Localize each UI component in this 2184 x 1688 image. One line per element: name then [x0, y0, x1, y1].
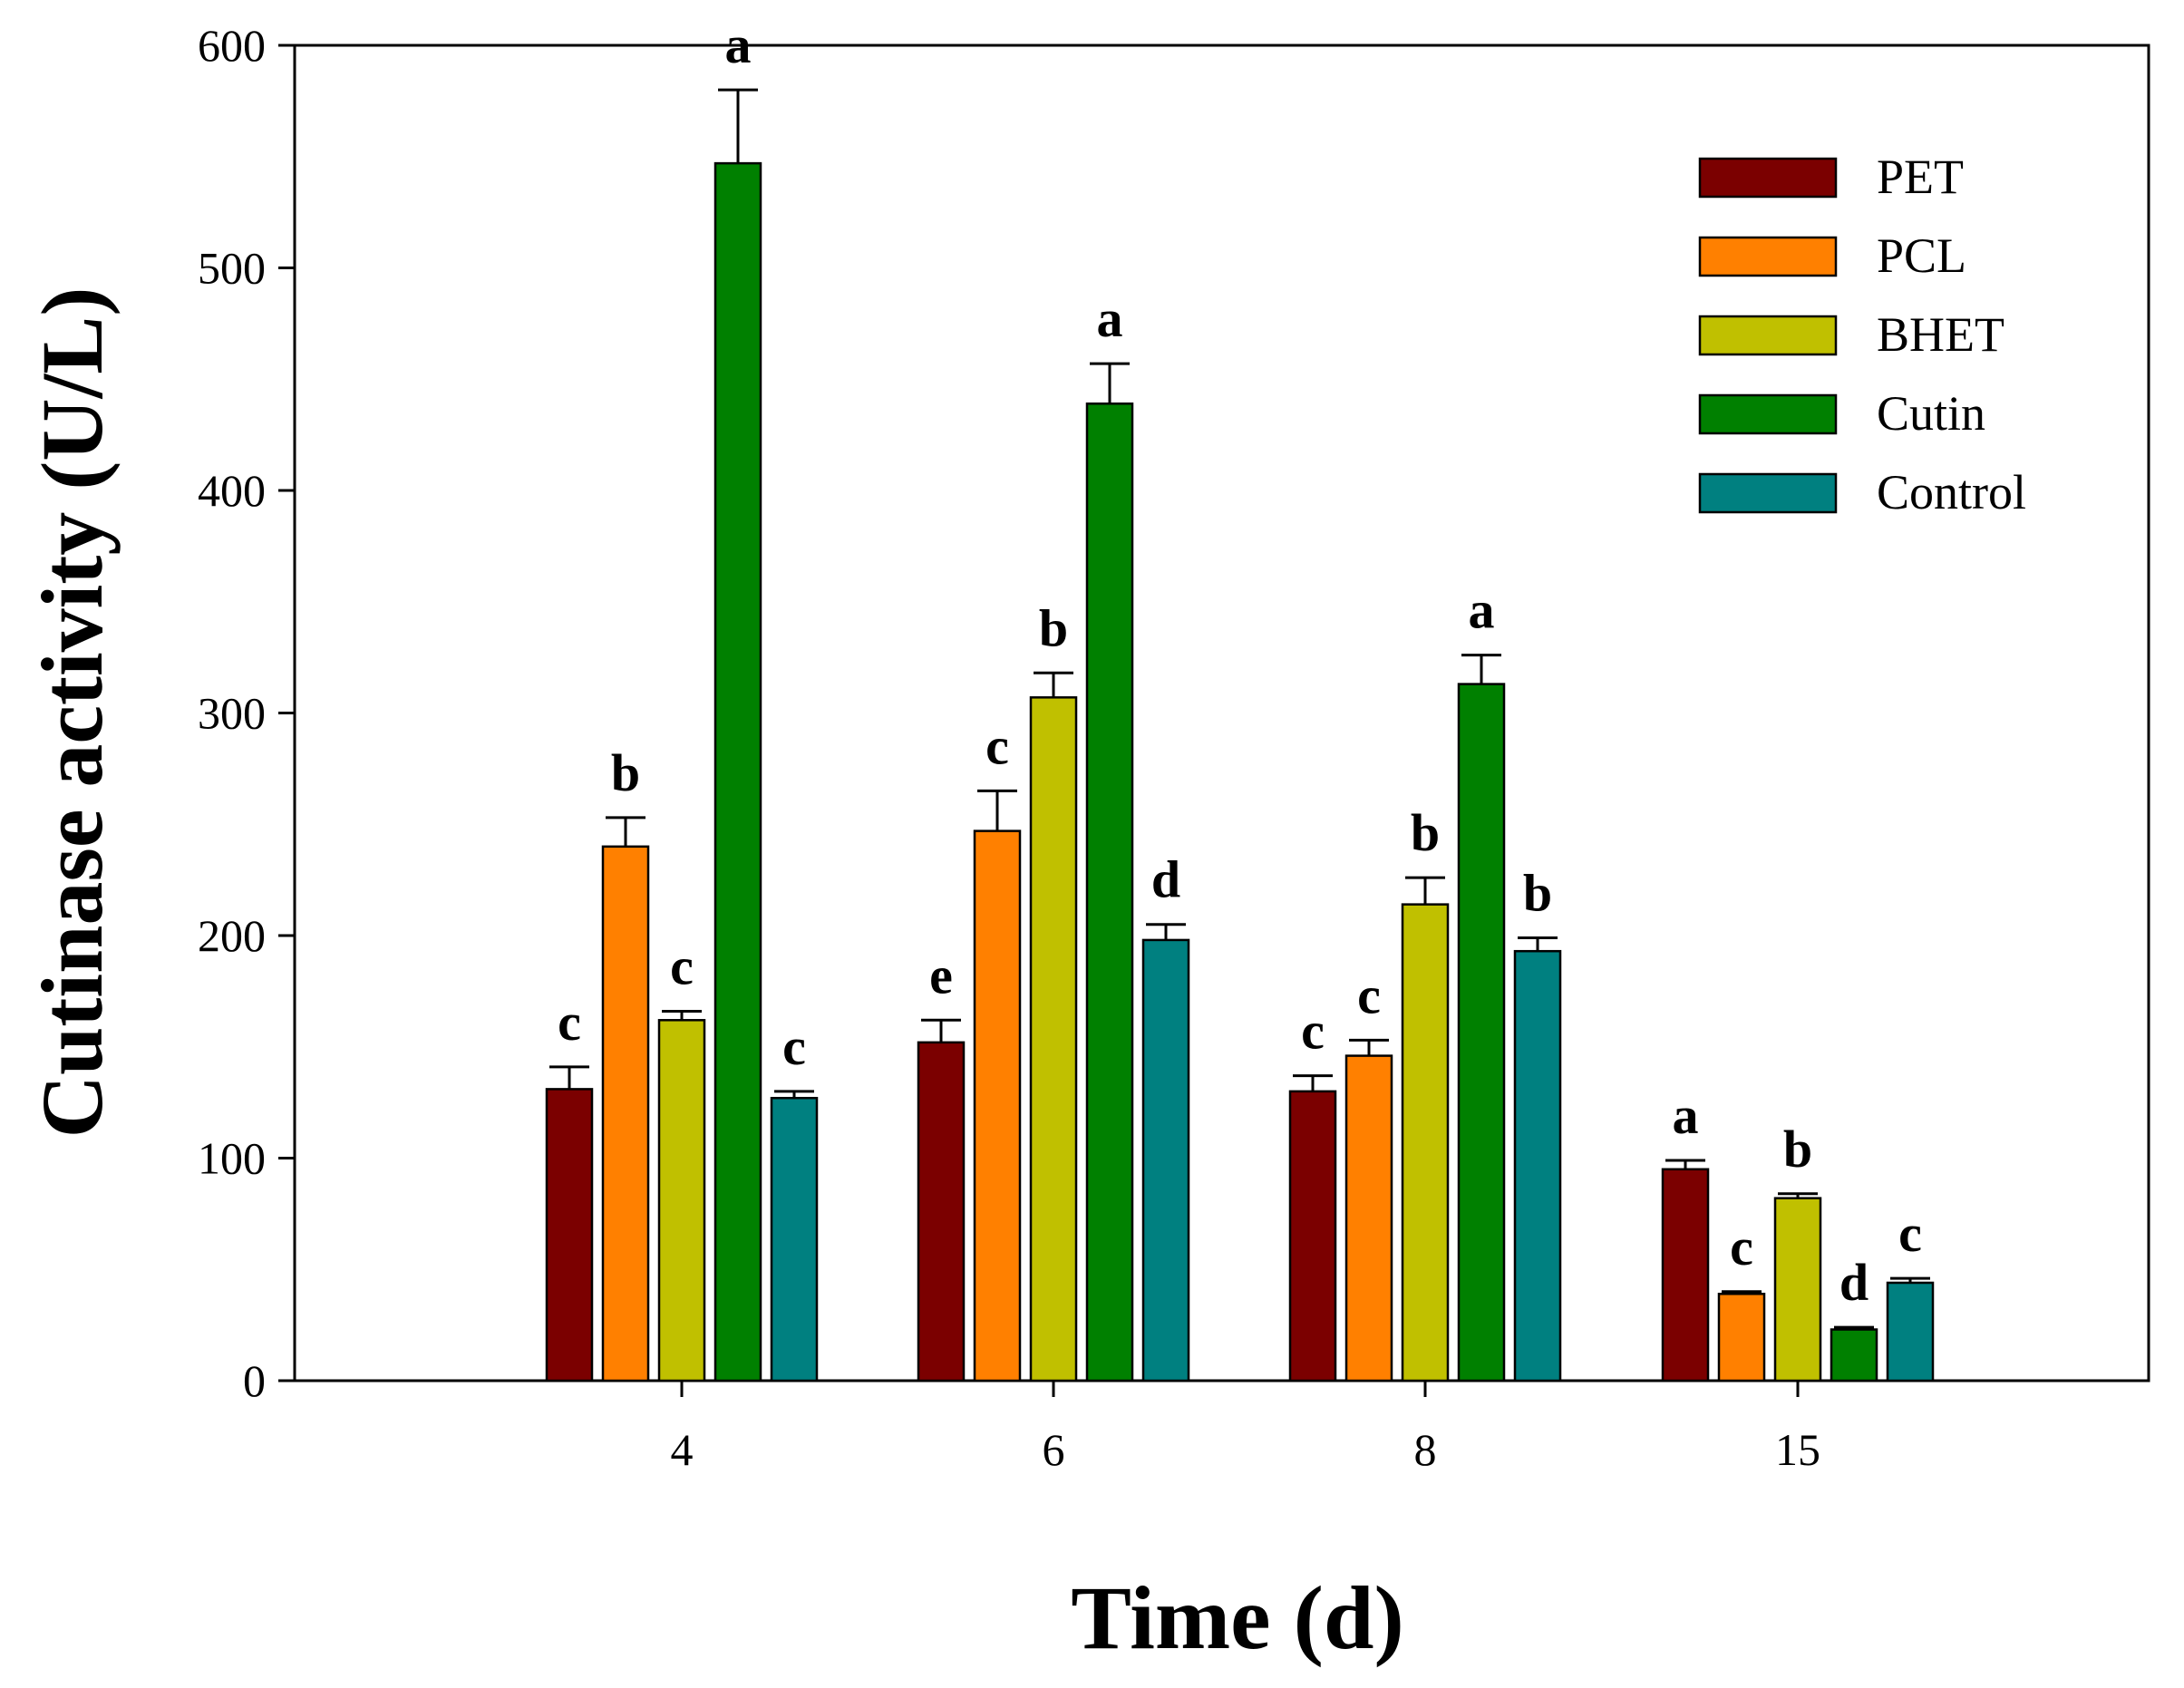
bar [1029, 696, 1078, 1382]
bar [545, 1088, 594, 1382]
bar [1717, 1293, 1766, 1382]
significance-label: b [1523, 863, 1552, 922]
x-tick-label: 15 [1775, 1424, 1820, 1475]
y-tick-label: 300 [198, 688, 266, 739]
bar [1457, 683, 1506, 1382]
series-control: cd bc [770, 850, 1935, 1382]
significance-label: a [1673, 1086, 1699, 1145]
legend-swatch [1698, 315, 1838, 356]
legend-label: PET [1877, 150, 1964, 204]
bar [1773, 1197, 1822, 1382]
bar [713, 161, 762, 1382]
legend-label: PCL [1877, 228, 1966, 283]
significance-label: c [558, 993, 581, 1052]
bar [973, 829, 1022, 1382]
legend-swatch [1698, 236, 1838, 277]
y-axis: 0 100 200 300 400 500 600 [198, 20, 295, 1406]
legend-swatch [1698, 157, 1838, 199]
legend-swatch [1698, 393, 1838, 435]
significance-label: a [1469, 581, 1495, 640]
legend-swatch [1698, 472, 1838, 514]
significance-label: c [1357, 965, 1381, 1024]
bar [770, 1096, 819, 1382]
significance-label: c [1730, 1217, 1753, 1276]
bar [657, 1019, 706, 1382]
bar [917, 1041, 966, 1382]
legend: PET PCL BHET Cutin Control [1698, 150, 2026, 519]
y-tick-label: 600 [198, 20, 266, 71]
bar [1513, 949, 1562, 1382]
bar [1886, 1281, 1935, 1382]
x-tick-label: 6 [1043, 1424, 1065, 1475]
y-tick-label: 400 [198, 465, 266, 516]
y-tick-label: 200 [198, 910, 266, 961]
series-pcl: b ccc [601, 716, 1766, 1382]
series-cutin: a a a d [713, 15, 1878, 1382]
y-tick-label: 500 [198, 243, 266, 294]
significance-label: a [1097, 289, 1123, 348]
bar [1288, 1090, 1337, 1382]
significance-label: d [1839, 1253, 1869, 1312]
legend-label: Control [1877, 465, 2026, 519]
bar [1661, 1168, 1710, 1382]
y-tick-label: 100 [198, 1133, 266, 1184]
significance-label: b [611, 743, 640, 802]
y-tick-label: 0 [243, 1355, 266, 1406]
bar [1141, 938, 1190, 1382]
significance-label: c [670, 936, 694, 995]
significance-label: c [985, 716, 1009, 775]
legend-label: Cutin [1877, 386, 1985, 441]
x-tick-label: 4 [671, 1424, 694, 1475]
y-axis-title: Cutinase activity (U/L) [24, 287, 121, 1139]
significance-label: c [782, 1017, 806, 1076]
significance-label: a [725, 15, 752, 74]
legend-label: BHET [1877, 307, 2004, 362]
significance-label: c [1898, 1204, 1922, 1263]
significance-label: c [1301, 1002, 1325, 1061]
significance-label: b [1783, 1120, 1812, 1179]
significance-label: b [1411, 803, 1440, 862]
bar [601, 845, 650, 1382]
bar [1401, 903, 1450, 1382]
significance-label: d [1151, 850, 1180, 909]
bar [1085, 403, 1134, 1382]
significance-label: e [929, 946, 953, 1004]
series-pet: c e c a [545, 946, 1710, 1382]
x-tick-label: 8 [1414, 1424, 1437, 1475]
significance-label: b [1039, 598, 1068, 657]
x-axis-title: Time (d) [1071, 1567, 1404, 1668]
x-axis: 4 6 8 15 [671, 1381, 1820, 1475]
bar [1830, 1328, 1878, 1382]
bar [1344, 1054, 1393, 1382]
